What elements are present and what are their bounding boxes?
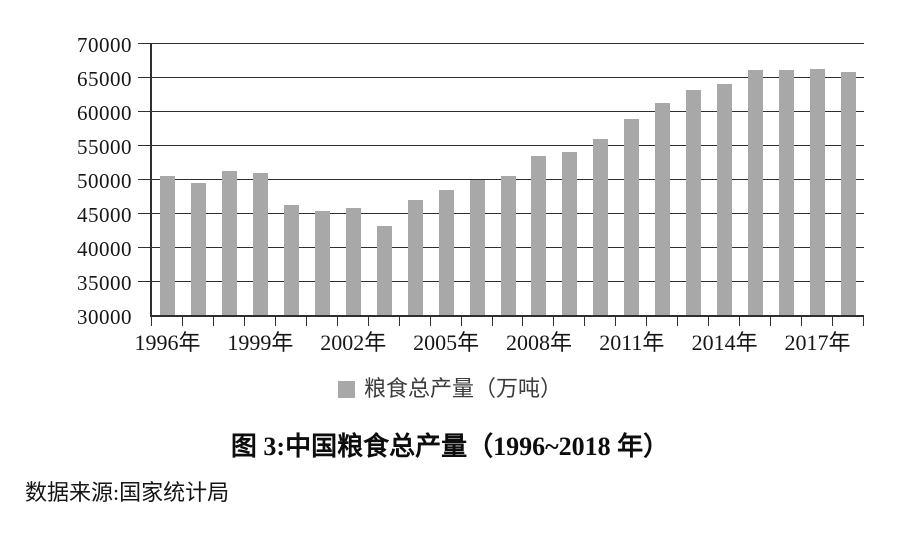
legend-swatch-icon [337, 380, 355, 398]
x-axis-tick [739, 315, 741, 326]
x-axis-label-2005: 2005年 [413, 330, 480, 355]
y-axis-label-40000: 40000 [77, 237, 132, 261]
bar-1996 [159, 175, 175, 315]
x-axis-tick [274, 315, 276, 326]
bar-2004 [407, 199, 423, 315]
y-axis-label-65000: 65000 [77, 67, 132, 91]
x-axis-tick [832, 315, 834, 326]
bar-2000 [283, 204, 299, 315]
gridline-y-60000 [152, 111, 864, 112]
gridline-y-70000 [152, 43, 864, 44]
bar-2011 [624, 118, 640, 315]
x-axis-tick [181, 315, 183, 326]
x-axis-tick [429, 315, 431, 326]
x-axis-tick [801, 315, 803, 326]
x-axis-tick [491, 315, 493, 326]
y-axis-tick [138, 213, 150, 214]
x-axis-tick [151, 315, 152, 326]
bar-2018 [841, 71, 857, 315]
bar-2007 [500, 176, 516, 315]
y-axis-tick [138, 281, 150, 282]
x-axis-tick [336, 315, 338, 326]
x-axis-tick [553, 315, 555, 326]
bar-1997 [190, 182, 206, 315]
bar-2006 [469, 180, 485, 315]
x-axis-tick [305, 315, 307, 326]
data-source-note: 数据来源:国家统计局 [25, 480, 230, 505]
bar-2008 [531, 155, 547, 315]
x-axis-tick [522, 315, 524, 326]
gridline-y-55000 [152, 145, 864, 146]
y-axis-tick [138, 179, 150, 180]
x-axis-label-2008: 2008年 [505, 330, 572, 355]
x-axis-tick [615, 315, 617, 326]
chart-caption: 图 3:中国粮食总产量（1996~2018 年） [230, 432, 670, 461]
bar-1998 [221, 170, 237, 315]
x-axis-tick [584, 315, 586, 326]
bar-1999 [252, 173, 268, 315]
bar-2015 [748, 69, 764, 315]
x-axis-label-2011: 2011年 [599, 330, 665, 355]
y-axis-label-70000: 70000 [77, 33, 132, 57]
bar-2013 [686, 90, 702, 315]
x-axis-label-2017: 2017年 [784, 330, 851, 355]
y-axis-label-35000: 35000 [77, 271, 132, 295]
x-axis-label-2014: 2014年 [691, 330, 758, 355]
bar-2014 [717, 84, 733, 315]
y-axis-tick [138, 43, 150, 44]
legend-label: 粮食总产量（万吨） [363, 376, 562, 401]
x-axis-tick [367, 315, 369, 326]
y-axis-tick [138, 77, 150, 78]
y-axis-label-55000: 55000 [77, 135, 132, 159]
x-axis-tick [398, 315, 400, 326]
x-axis-tick [460, 315, 462, 326]
x-axis-label-1996: 1996年 [134, 330, 201, 355]
y-axis-tick [138, 111, 150, 112]
x-axis-tick [708, 315, 710, 326]
legend: 粮食总产量（万吨） [0, 378, 900, 400]
bar-2003 [376, 226, 392, 315]
x-axis-label-1999: 1999年 [227, 330, 294, 355]
x-axis-label-2002: 2002年 [320, 330, 387, 355]
bar-2002 [345, 208, 361, 315]
x-axis-tick [646, 315, 648, 326]
x-axis-tick [212, 315, 214, 326]
y-axis-label-60000: 60000 [77, 101, 132, 125]
plot-area: 30000 35000 40000 45000 50000 55000 60000 65000… [77, 35, 864, 354]
bar-2012 [655, 102, 671, 315]
x-axis-tick [863, 315, 864, 326]
bar-2001 [314, 211, 330, 315]
x-axis-tick [770, 315, 772, 326]
gridline-y-65000 [152, 77, 864, 78]
y-axis-label-50000: 50000 [77, 169, 132, 193]
bar-2010 [593, 138, 609, 315]
bar-2009 [562, 152, 578, 315]
bar-2016 [779, 69, 795, 315]
x-axis-tick [677, 315, 679, 326]
x-axis-tick [243, 315, 245, 326]
bar-2017 [810, 69, 826, 315]
y-axis-label-30000: 30000 [77, 305, 132, 329]
bar-2005 [438, 189, 454, 315]
y-axis-label-45000: 45000 [77, 203, 132, 227]
y-axis-tick [138, 145, 150, 146]
y-axis-tick [138, 247, 150, 248]
